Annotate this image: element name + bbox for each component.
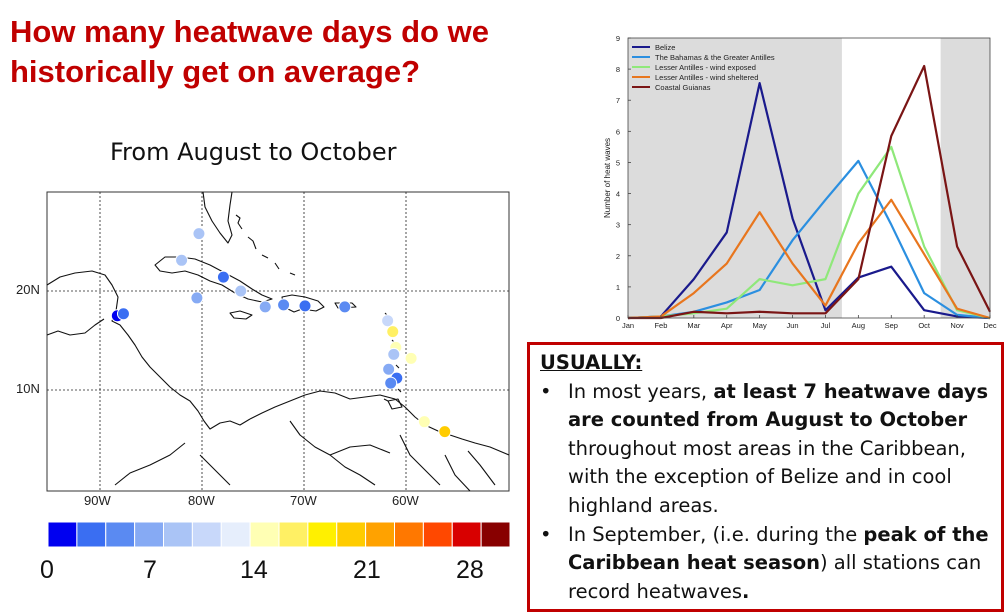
y-tick-label: 0 <box>616 314 620 323</box>
y-tick-label: 6 <box>616 127 620 136</box>
lat-label-10n: 10N <box>16 381 40 396</box>
x-tick-label: Apr <box>721 321 733 330</box>
station-marker <box>438 425 452 439</box>
colorbar-cell <box>220 522 251 547</box>
y-tick-label: 5 <box>616 158 620 167</box>
station-marker <box>190 291 204 305</box>
x-tick-label: Nov <box>950 321 964 330</box>
legend-entry: Coastal Guianas <box>655 83 711 92</box>
legend-entry: Lesser Antilles - wind sheltered <box>655 73 758 82</box>
colorbar-label-7: 7 <box>143 556 157 584</box>
summary-bullet-1: • In most years, at least 7 heatwave day… <box>540 379 989 517</box>
series-lines <box>627 64 991 320</box>
heatwave-line-chart: 0 1 2 3 4 5 6 7 8 9 Jan Feb Mar Apr May Jun Jul Aug Sep Oct… <box>603 34 997 330</box>
station-marker <box>298 299 312 313</box>
x-tick-label: Dec <box>983 321 997 330</box>
x-tick-label: Sep <box>885 321 898 330</box>
station-marker <box>277 298 291 312</box>
x-tick-label: May <box>753 321 767 330</box>
shaded-season-band <box>628 38 842 318</box>
slide-title: How many heatwave days do we historicall… <box>10 14 489 89</box>
x-tick-label: Aug <box>852 321 865 330</box>
lon-label-80w: 80W <box>188 493 215 508</box>
station-marker <box>116 307 130 321</box>
colorbar-cell <box>134 522 164 547</box>
colorbar-cell <box>307 522 338 547</box>
station-marker <box>338 300 352 314</box>
y-tick-label: 1 <box>616 283 620 292</box>
x-tick-label: Jul <box>821 321 831 330</box>
station-marker <box>417 415 431 429</box>
colorbar-cell <box>394 522 424 547</box>
season-shading <box>628 38 990 318</box>
colorbar-label-0: 0 <box>40 556 54 584</box>
series-line <box>628 64 991 320</box>
station-marker <box>381 314 395 328</box>
colorbar-cell <box>76 522 107 547</box>
legend-entry: The Bahamas & the Greater Antilles <box>655 53 775 62</box>
series-line <box>627 82 991 320</box>
x-tick-label: Oct <box>918 321 931 330</box>
station-marker <box>258 300 272 314</box>
station-marker <box>387 347 401 361</box>
colorbar-cell <box>105 522 136 547</box>
summary-box: USUALLY: • In most years, at least 7 hea… <box>527 342 1004 612</box>
station-marker <box>216 270 230 284</box>
station-marker <box>192 227 206 241</box>
series-line <box>627 198 991 320</box>
colorbar-label-14: 14 <box>240 556 268 584</box>
colorbar-cell <box>191 522 222 547</box>
y-axis-label: Number of heat waves <box>603 138 612 218</box>
x-tick-label: Jan <box>622 321 634 330</box>
station-marker <box>386 325 400 339</box>
station-marker <box>234 284 248 298</box>
shaded-season-band <box>940 38 990 318</box>
colorbar-cell <box>365 522 395 547</box>
station-marker <box>382 362 396 376</box>
y-tick-label: 3 <box>616 221 620 230</box>
x-tick-label: Jun <box>786 321 798 330</box>
bullet-icon: • <box>540 522 552 546</box>
station-marker <box>384 376 398 390</box>
x-tick-label: Mar <box>687 321 700 330</box>
y-tick-label: 7 <box>616 96 620 105</box>
station-marker <box>175 253 189 267</box>
colorbar <box>48 522 510 547</box>
station-markers <box>110 227 452 439</box>
colorbar-cell <box>163 522 193 547</box>
y-tick-label: 8 <box>616 65 620 74</box>
colorbar-label-28: 28 <box>456 556 484 584</box>
map-subtitle: From August to October <box>110 138 397 166</box>
station-marker <box>404 351 418 365</box>
y-tick-label: 4 <box>616 190 620 199</box>
lon-label-90w: 90W <box>84 493 111 508</box>
colorbar-cell <box>422 522 453 547</box>
plot-frame <box>627 37 991 319</box>
caribbean-station-map <box>46 191 510 492</box>
colorbar-cell <box>451 522 482 547</box>
colorbar-label-21: 21 <box>353 556 381 584</box>
y-tick-label: 2 <box>616 252 620 261</box>
summary-heading: USUALLY: <box>540 351 643 374</box>
bullet-icon: • <box>540 379 552 403</box>
lon-label-70w: 70W <box>290 493 317 508</box>
colorbar-cell <box>249 522 280 547</box>
legend-entry: Lesser Antilles - wind exposed <box>655 63 756 72</box>
colorbar-cell <box>48 522 78 547</box>
legend-entry: Belize <box>655 43 675 52</box>
colorbar-cell <box>278 522 309 547</box>
summary-bullet-2: • In September, (i.e. during the peak of… <box>540 522 989 603</box>
map-gridlines <box>47 192 509 491</box>
colorbar-cell <box>480 522 510 547</box>
lon-label-60w: 60W <box>392 493 419 508</box>
x-tick-label: Feb <box>654 321 667 330</box>
y-tick-label: 9 <box>616 34 620 43</box>
lat-label-20n: 20N <box>16 282 40 297</box>
colorbar-cell <box>336 522 367 547</box>
